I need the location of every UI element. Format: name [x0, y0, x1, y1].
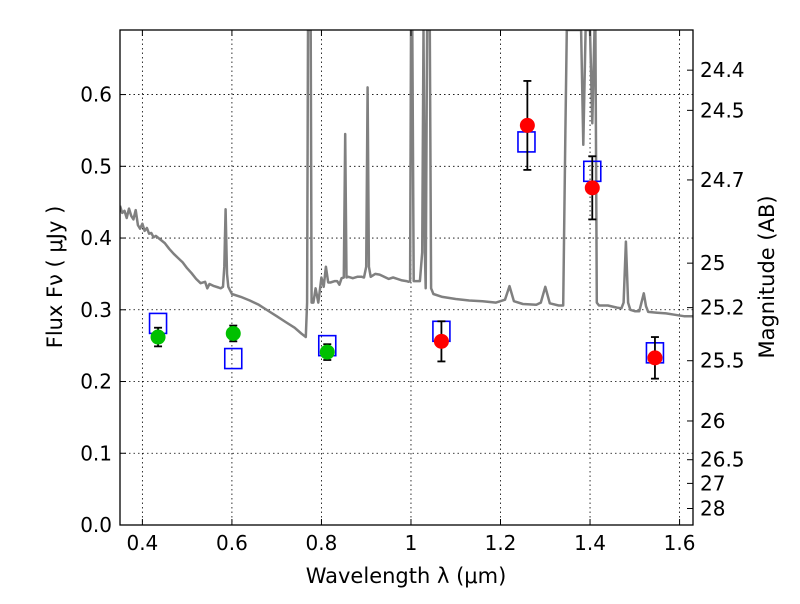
y2-tick-label: 27 — [700, 471, 725, 495]
x-tick-label: 0.8 — [306, 531, 338, 555]
y2-tick-label: 25.5 — [700, 349, 745, 373]
model-square-marker — [223, 347, 243, 370]
spectrum-line — [120, 30, 693, 339]
x-axis-label: Wavelength λ (μm) — [306, 564, 507, 588]
y-axis-label: Flux Fν ( μJy ) — [43, 206, 67, 349]
x-tick-label: 0.6 — [216, 531, 248, 555]
data-point — [150, 329, 166, 345]
data-point — [225, 325, 241, 341]
axis-ticks: 0.4 0.6 0.8 1 1.2 1.4 1.6 0.0 0.1 0.2 0.3 0.4 0.5 0.6… — [80, 30, 745, 555]
markers — [148, 80, 665, 380]
y2-tick-label: 26.5 — [700, 448, 745, 472]
plot-area — [120, 30, 693, 339]
y2-axis-label: Magnitude (AB) — [755, 195, 779, 358]
y-tick-label: 0.4 — [80, 226, 112, 250]
y-tick-label: 0.3 — [80, 298, 112, 322]
y2-tick-label: 24.7 — [700, 168, 745, 192]
plot-frame — [119, 29, 694, 526]
data-point — [433, 333, 449, 349]
grid — [120, 30, 693, 526]
y2-tick-label: 26 — [700, 409, 725, 433]
y-tick-label: 0.0 — [80, 513, 112, 537]
x-tick-label: 1 — [405, 531, 418, 555]
x-tick-label: 1.6 — [664, 531, 696, 555]
y2-tick-label: 24.4 — [700, 58, 745, 82]
y2-tick-label: 28 — [700, 497, 725, 521]
data-point — [584, 180, 600, 196]
y-tick-label: 0.6 — [80, 83, 112, 107]
y-tick-label: 0.5 — [80, 154, 112, 178]
x-tick-label: 1.4 — [574, 531, 606, 555]
y2-tick-label: 24.5 — [700, 98, 745, 122]
x-tick-label: 1.2 — [485, 531, 517, 555]
y-tick-label: 0.1 — [80, 441, 112, 465]
data-point — [519, 117, 535, 133]
y-tick-label: 0.2 — [80, 370, 112, 394]
data-point — [319, 344, 335, 360]
data-point — [647, 350, 663, 366]
y2-tick-label: 25 — [700, 251, 725, 275]
x-tick-label: 0.4 — [126, 531, 158, 555]
y2-tick-label: 25.2 — [700, 296, 745, 320]
